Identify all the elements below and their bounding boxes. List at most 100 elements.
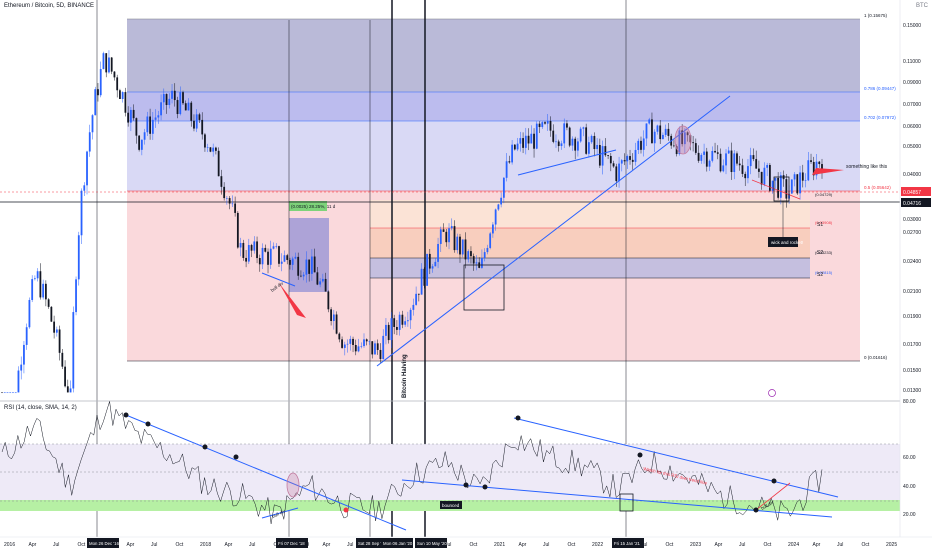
candle-body <box>678 130 681 155</box>
candle-body <box>305 259 308 275</box>
candle-body <box>420 268 423 295</box>
candle-body <box>801 172 804 181</box>
candle-body <box>140 139 143 150</box>
candle-body <box>453 226 456 251</box>
candle-body <box>640 140 642 150</box>
rsi-downtrend-1 <box>125 414 407 531</box>
candle-body <box>17 370 20 393</box>
candle-body <box>577 141 579 151</box>
price-tick-label: 0.15000 <box>903 23 921 29</box>
candle-body <box>256 241 258 259</box>
rsi-dot <box>771 478 777 484</box>
candle-body <box>486 247 489 253</box>
currency-button[interactable]: BTC <box>916 3 928 9</box>
candle-body <box>135 118 138 136</box>
candle-body <box>341 339 343 348</box>
candle-body <box>149 116 151 134</box>
rsi-tick-label: 40.00 <box>903 484 916 490</box>
candle-body <box>99 69 102 96</box>
rsi-dot <box>482 484 488 490</box>
candle-body <box>42 283 45 298</box>
fib-label-702: 0.702 (0.07972) <box>864 115 896 120</box>
candle-body <box>55 329 58 333</box>
candle-body <box>151 119 154 134</box>
time-tick-label: 2018 <box>200 542 211 548</box>
time-tick-label: Jul <box>543 542 549 548</box>
candle-body <box>697 152 700 161</box>
candle-body <box>667 128 670 136</box>
candle-body <box>332 314 335 322</box>
candle-body <box>755 159 758 169</box>
inner-zone-2 <box>370 228 810 258</box>
candle-body <box>675 146 678 155</box>
candle-body <box>34 278 36 280</box>
candle-body <box>343 344 346 348</box>
candle-body <box>184 103 187 111</box>
rsi-downtrend-2 <box>513 417 839 498</box>
candle-body <box>36 271 39 279</box>
candle-body <box>508 161 511 163</box>
candle-body <box>195 114 198 129</box>
candle-body <box>725 153 727 166</box>
wick-box[interactable] <box>773 176 790 202</box>
candle-body <box>804 180 807 181</box>
candle-body <box>642 138 645 150</box>
arrow-something-like-this <box>812 168 844 175</box>
time-tick-label: Apr <box>519 542 527 548</box>
measure-label: (0.0025) 28.25%, 11 d <box>291 204 336 209</box>
candle-body <box>423 268 426 286</box>
candle-body <box>1 392 3 394</box>
candle-body <box>146 116 149 133</box>
candle-body <box>612 163 615 167</box>
candle-body <box>280 261 283 264</box>
rsi-badge-bg <box>440 501 462 509</box>
rsi-tick-label: 20.00 <box>903 512 916 518</box>
time-tick-label: Jul <box>641 542 647 548</box>
candle-body <box>417 293 420 295</box>
candle-body <box>297 256 300 276</box>
candle-body <box>475 262 478 264</box>
price-tick-label: 0.06000 <box>903 124 921 130</box>
price-tick-label: 0.03000 <box>903 217 921 223</box>
rsi-dot-red <box>343 507 349 513</box>
candle-body <box>83 185 86 191</box>
candle-body <box>39 271 42 298</box>
alert-icon[interactable] <box>768 389 776 397</box>
current-price-tag <box>901 187 931 196</box>
time-tick-label: Apr <box>127 542 135 548</box>
fib-zone-786 <box>127 92 860 121</box>
accumulation-box[interactable] <box>463 264 505 311</box>
rsi-header[interactable]: RSI (14, close, SMA, 14, 2) <box>4 405 77 411</box>
time-tick-label: Jul <box>445 542 451 548</box>
candle-body <box>730 150 733 173</box>
candle-body <box>9 392 12 394</box>
candle-body <box>774 177 777 181</box>
time-tick-label: Oct <box>666 542 674 548</box>
candle-body <box>25 327 28 345</box>
time-tick-label: Apr <box>813 542 821 548</box>
candle-body <box>779 175 782 198</box>
candle-body <box>258 258 261 265</box>
rsi-dot <box>637 452 643 458</box>
candle-body <box>513 144 516 150</box>
time-tick-label: Oct <box>176 542 184 548</box>
candle-body <box>44 283 47 300</box>
candle-body <box>796 174 799 194</box>
candle-body <box>278 246 280 264</box>
price-tick-label: 0.02700 <box>903 230 921 236</box>
candle-body <box>242 242 245 258</box>
candle-body <box>656 125 659 132</box>
price-tick-label: 0.01300 <box>903 388 921 394</box>
symbol-title[interactable]: Ethereum / Bitcoin, 5D, BINANCE <box>4 3 95 9</box>
candle-body <box>568 127 571 146</box>
rsi-dot <box>233 454 239 460</box>
candle-body <box>516 143 519 150</box>
date-badge-label: Sun 10 May '20 <box>417 541 447 546</box>
price-axis[interactable] <box>900 0 932 550</box>
date-badge <box>415 538 447 548</box>
candle-body <box>749 155 752 167</box>
time-axis[interactable] <box>0 537 932 550</box>
candle-body <box>722 165 725 172</box>
